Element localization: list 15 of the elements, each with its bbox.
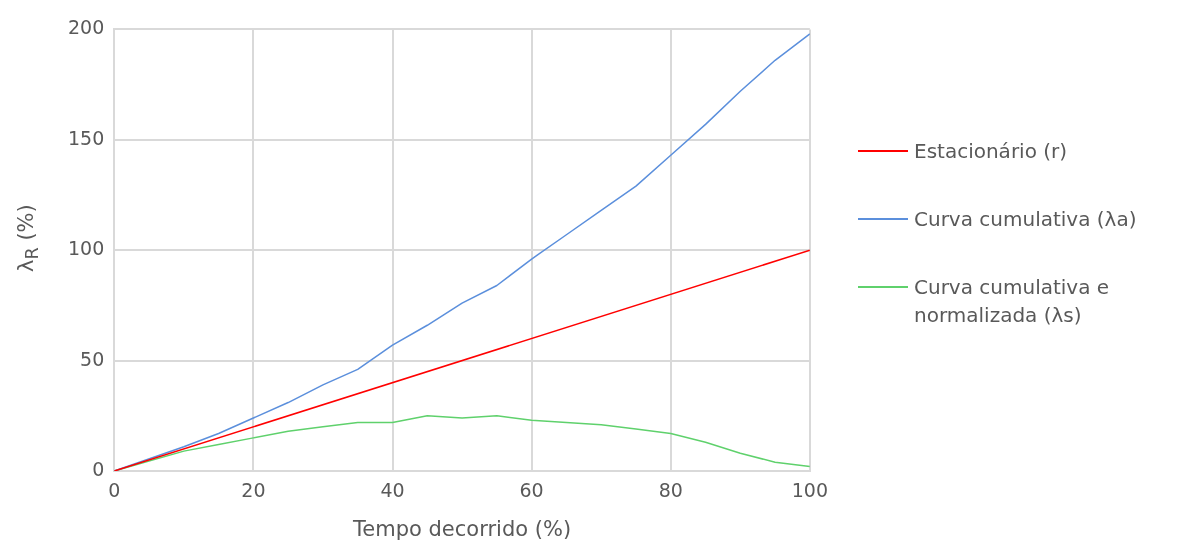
y-tick-label: 150	[68, 126, 105, 149]
x-tick-label: 20	[241, 479, 266, 502]
x-tick-label: 0	[108, 479, 121, 502]
x-tick-label: 80	[658, 479, 683, 502]
y-tick-label: 0	[92, 457, 105, 480]
legend-label: Estacionário (r)	[914, 137, 1069, 165]
y-tick-label: 100	[68, 237, 105, 260]
x-tick-label: 40	[380, 479, 405, 502]
x-tick-label: 60	[519, 479, 544, 502]
legend-label: Curva cumulativa (λa)	[914, 205, 1138, 233]
y-tick-label: 50	[80, 347, 105, 370]
y-tick-label: 200	[68, 16, 105, 39]
x-tick-label: 100	[791, 479, 828, 502]
x-axis-title: Tempo decorrido (%)	[352, 516, 572, 541]
legend-label: Curva cumulativa e normalizada (λs)	[914, 273, 1111, 329]
